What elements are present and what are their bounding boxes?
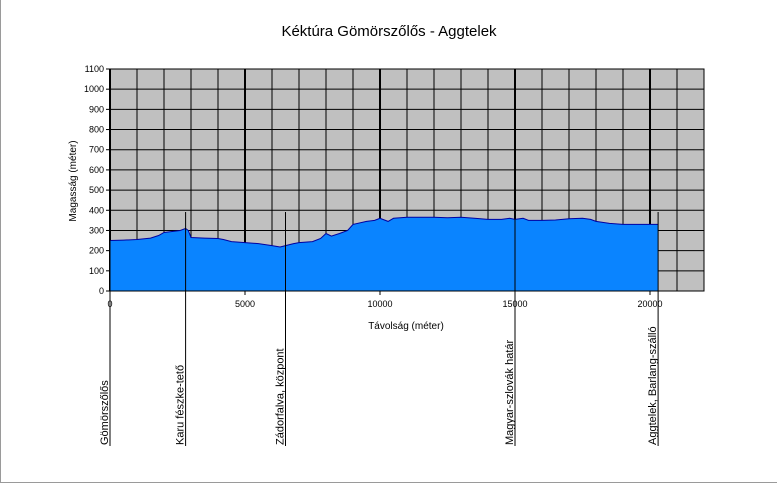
y-tick-label: 1100 — [85, 64, 104, 74]
y-tick-label: 700 — [89, 145, 104, 155]
x-axis-label: Távolság (méter) — [368, 321, 444, 332]
location-markers: Gömörszőlős Karu fészke-tető Zádorfalva, k… — [99, 212, 659, 446]
y-tick-label: 600 — [89, 165, 104, 175]
y-tick-label: 800 — [89, 125, 104, 135]
x-tick-label: 10000 — [367, 299, 392, 309]
y-axis-ticks: 0 100 200 300 400 500 600 700 800 900 1000 1100 — [84, 64, 110, 296]
y-tick-label: 200 — [89, 246, 104, 256]
y-tick-label: 900 — [89, 104, 104, 114]
y-tick-label: 1000 — [84, 84, 104, 94]
x-tick-label: 15000 — [502, 299, 527, 309]
marker-label: Aggtelek, Barlang-szálló — [647, 326, 659, 445]
y-tick-label: 100 — [89, 266, 104, 276]
plot-border — [109, 68, 705, 292]
y-tick-label: 300 — [89, 225, 104, 235]
x-tick-label: 5000 — [235, 299, 255, 309]
y-axis-label: Magasság (méter) — [68, 140, 79, 221]
chart-title: Kéktúra Gömörszőlős - Aggtelek — [281, 23, 497, 40]
marker-label: Gömörszőlős — [99, 380, 111, 445]
marker-label: Karu fészke-tető — [175, 365, 187, 445]
elevation-line — [109, 216, 659, 248]
x-tick-label: 20000 — [637, 299, 662, 309]
x-axis-ticks: 0 5000 10000 15000 20000 — [107, 291, 663, 309]
x-tick-label: 0 — [107, 299, 112, 309]
elevation-area — [110, 217, 659, 291]
y-tick-label: 500 — [89, 185, 104, 195]
y-tick-label: 0 — [99, 286, 104, 296]
marker-label: Magyar-szlovák határ — [504, 340, 516, 445]
marker-label: Zádorfalva, központ — [275, 348, 287, 445]
y-tick-label: 400 — [89, 205, 104, 215]
